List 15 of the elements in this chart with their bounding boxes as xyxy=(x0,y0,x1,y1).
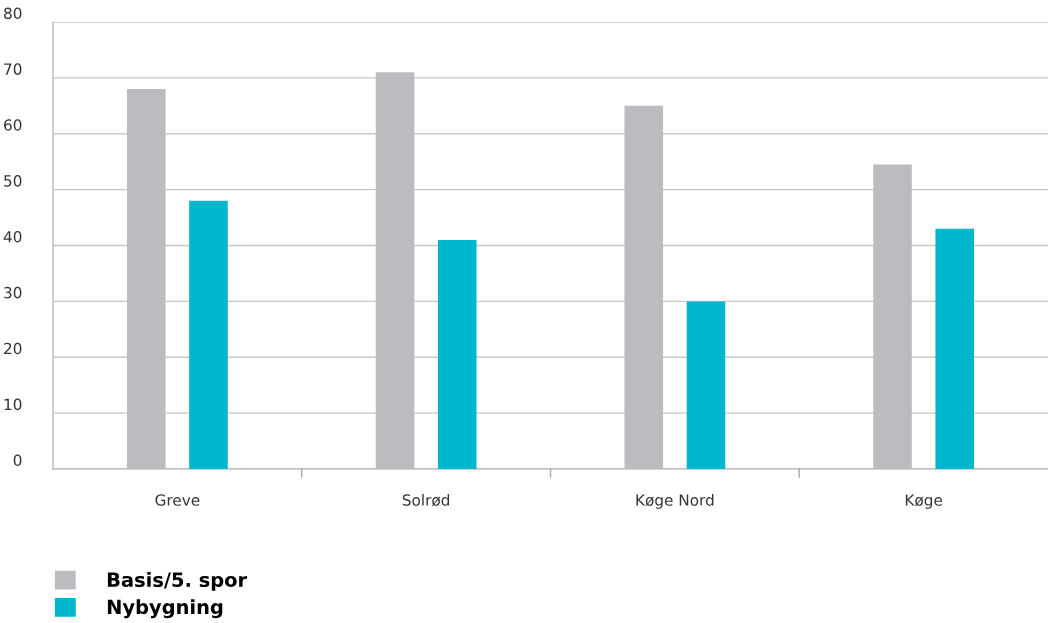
x-tick-label: Greve xyxy=(155,494,200,506)
y-tick-label: 70 xyxy=(4,63,22,75)
y-tick-label: 30 xyxy=(4,286,22,299)
y-tick-label: 40 xyxy=(3,230,22,243)
y-tick-label: 50 xyxy=(4,175,22,187)
y-tick-label: 20 xyxy=(4,342,22,355)
legend-label: Basis/5. spor xyxy=(107,572,248,591)
y-tick-label: 60 xyxy=(4,119,22,131)
y-tick-label: 10 xyxy=(4,398,22,411)
legend-label: Nybygning xyxy=(107,599,223,619)
y-tick-label: 0 xyxy=(13,454,22,467)
x-tick-label: Køge Nord xyxy=(636,494,714,509)
x-tick-label: Køge xyxy=(905,494,943,509)
y-tick-label: 80 xyxy=(4,7,22,20)
x-tick-label: Solrød xyxy=(402,494,450,507)
